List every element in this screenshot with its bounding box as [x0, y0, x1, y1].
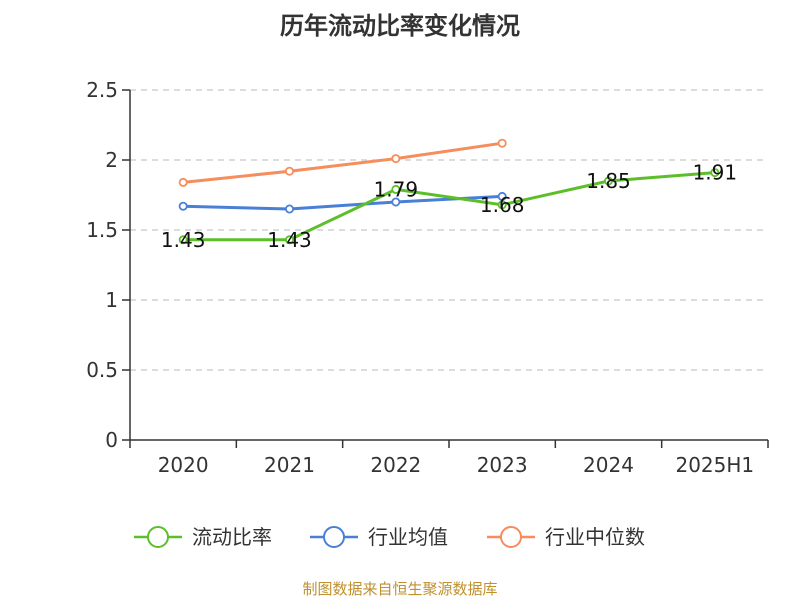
x-tick-label: 2020: [158, 453, 209, 477]
data-point: [178, 235, 188, 245]
legend-item[interactable]: 流动比率: [134, 525, 272, 549]
data-label: 1.43: [161, 228, 206, 252]
x-tick-label: 2024: [583, 453, 634, 477]
y-tick-label: 2.5: [86, 78, 118, 102]
data-point: [497, 138, 507, 148]
grid-lines: [130, 89, 768, 371]
y-tick-label: 2: [105, 148, 118, 172]
data-point: [391, 197, 401, 207]
data-point: [391, 184, 401, 194]
source-note: 制图数据来自恒生聚源数据库: [302, 580, 498, 598]
data-point: [604, 176, 614, 186]
data-point: [178, 201, 188, 211]
data-point: [284, 235, 294, 245]
legend-item[interactable]: 行业中位数: [487, 525, 645, 549]
legend[interactable]: 流动比率 行业均值 行业中位数: [134, 525, 645, 549]
data-point: [497, 200, 507, 210]
data-point: [710, 168, 720, 178]
legend-item[interactable]: 行业均值: [310, 525, 448, 549]
series-lines: [178, 138, 720, 245]
axes: 0 0.5 1 1.5 2 2.5 2020 2021 2022 2023 2024 2025H1: [86, 78, 769, 477]
y-tick-label: 1: [105, 288, 118, 312]
data-point: [178, 177, 188, 187]
x-tick-label: 2023: [477, 453, 528, 477]
y-tick-label: 0: [105, 428, 118, 452]
legend-label: 行业中位数: [545, 525, 645, 549]
legend-swatch-marker: [500, 526, 522, 548]
data-point: [391, 154, 401, 164]
legend-swatch-marker: [323, 526, 345, 548]
series-1: [178, 191, 507, 214]
legend-label: 行业均值: [368, 525, 448, 549]
data-label: 1.68: [480, 193, 525, 217]
legend-swatch-marker: [147, 526, 169, 548]
data-point: [497, 191, 507, 201]
data-label: 1.79: [374, 177, 419, 201]
x-tick-label: 2021: [264, 453, 315, 477]
y-tick-label: 1.5: [86, 218, 118, 242]
series-line: [183, 194, 503, 211]
data-point: [284, 204, 294, 214]
y-tick-label: 0.5: [86, 358, 118, 382]
data-label: 1.43: [267, 228, 312, 252]
x-tick-label: 2022: [370, 453, 421, 477]
series-2: [178, 138, 507, 187]
legend-label: 流动比率: [192, 525, 272, 549]
x-tick-label: 2025H1: [675, 453, 754, 477]
series-line: [183, 141, 503, 184]
data-label: 1.91: [693, 161, 738, 185]
data-labels: 1.43 1.43 1.79 1.68 1.85 1.91: [161, 161, 737, 252]
data-point: [284, 166, 294, 176]
series-line: [183, 171, 715, 242]
series-0: [178, 168, 720, 245]
data-label: 1.85: [586, 169, 631, 193]
chart-title: 历年流动比率变化情况: [280, 12, 520, 40]
